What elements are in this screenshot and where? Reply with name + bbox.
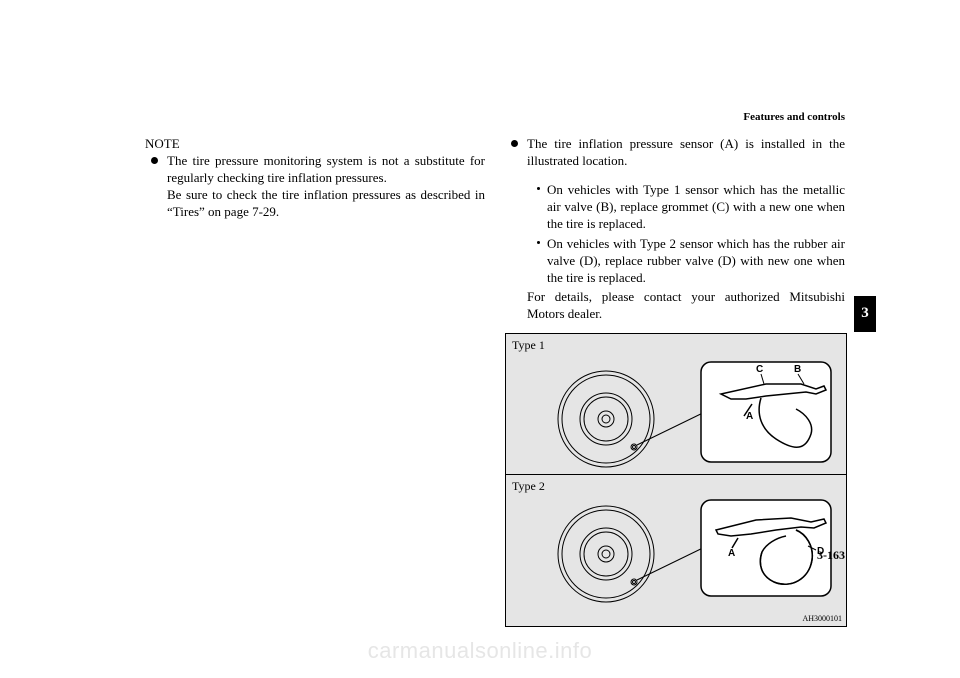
label-A: A xyxy=(746,411,753,422)
main-bullet: The tire inflation pressure sensor (A) i… xyxy=(505,136,845,170)
label-C: C xyxy=(756,364,763,375)
spacer xyxy=(505,170,845,178)
figure-reference-id: AH3000101 xyxy=(506,614,846,626)
main-bullet-text: The tire inflation pressure sensor (A) i… xyxy=(527,136,845,168)
small-bullet-icon xyxy=(537,241,540,244)
note-text-2: Be sure to check the tire inflation pres… xyxy=(167,187,485,219)
label-B: B xyxy=(794,364,801,375)
sub-bullet-2-text: On vehicles with Type 2 sensor which has… xyxy=(547,236,845,285)
sub-bullet-1: On vehicles with Type 1 sensor which has… xyxy=(527,182,845,233)
chapter-tab: 3 xyxy=(854,296,876,332)
note-bullet: The tire pressure monitoring system is n… xyxy=(145,153,485,221)
small-bullet-icon xyxy=(537,187,540,190)
bullet-icon xyxy=(511,140,518,147)
figure-panel-type1: Type 1 xyxy=(506,334,846,474)
tail-paragraph: For details, please contact your authori… xyxy=(527,289,845,323)
sub-bullet-1-text: On vehicles with Type 1 sensor which has… xyxy=(547,182,845,231)
figure-box: Type 1 xyxy=(505,333,847,628)
sub-bullet-2: On vehicles with Type 2 sensor which has… xyxy=(527,236,845,287)
figure-label-type1: Type 1 xyxy=(506,334,846,354)
section-header: Features and controls xyxy=(743,110,845,124)
sub-bullets-container: On vehicles with Type 1 sensor which has… xyxy=(505,182,845,323)
page-number: 3-163 xyxy=(145,548,845,564)
note-text-1: The tire pressure monitoring system is n… xyxy=(167,153,485,185)
watermark: carmanualsonline.info xyxy=(0,637,960,666)
figure-drawing-type1: A C B xyxy=(506,354,846,474)
bullet-icon xyxy=(151,157,158,164)
figure-label-type2: Type 2 xyxy=(506,475,846,495)
note-heading: NOTE xyxy=(145,136,485,153)
